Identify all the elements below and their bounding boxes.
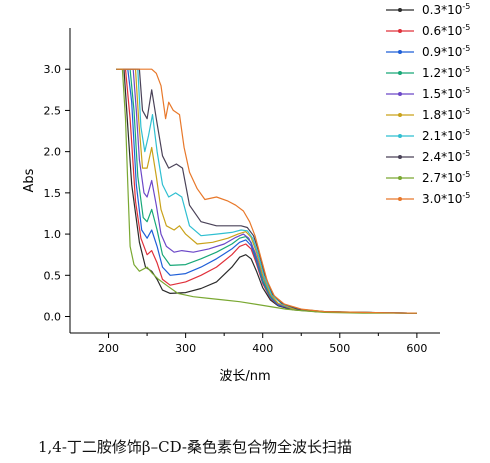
- legend-swatch-marker: [398, 197, 402, 201]
- legend-item-10: 3.0*10-5: [386, 191, 470, 206]
- legend-item-1: 0.3*10-5: [386, 2, 470, 17]
- x-tick-label: 300: [175, 342, 196, 355]
- legend-label-exponent: -5: [462, 128, 470, 137]
- legend-item-5: 1.5*10-5: [386, 86, 470, 101]
- legend-label-exponent: -5: [462, 149, 470, 158]
- series-line-8: [116, 68, 417, 314]
- series-line-9: [116, 68, 417, 314]
- legend-label: 0.6*10-5: [422, 23, 470, 38]
- legend-swatch-marker: [398, 176, 402, 180]
- legend-label-exponent: -5: [462, 107, 470, 116]
- legend-label: 0.3*10-5: [422, 2, 470, 17]
- legend-label: 2.4*10-5: [422, 149, 470, 164]
- legend-swatch-marker: [398, 71, 402, 75]
- legend-label-exponent: -5: [462, 23, 470, 32]
- series-line-7: [116, 68, 417, 314]
- legend-label-exponent: -5: [462, 44, 470, 53]
- x-tick-label: 600: [406, 342, 427, 355]
- series-line-1: [116, 68, 417, 314]
- legend-label: 1.8*10-5: [422, 107, 470, 122]
- y-tick-label: 0.5: [44, 269, 62, 282]
- legend-label-exponent: -5: [462, 191, 470, 200]
- x-axis-title: 波长/nm: [219, 369, 270, 384]
- y-tick-label: 1.5: [44, 187, 62, 200]
- axes: 200 300 400 500 600 0.0 0.5 1.0 1.5 2.0 2.5 3.0 波长/n…: [22, 28, 440, 384]
- legend-item-2: 0.6*10-5: [386, 23, 470, 38]
- legend-item-4: 1.2*10-5: [386, 65, 470, 80]
- legend-label-exponent: -5: [462, 2, 470, 11]
- legend-label-exponent: -5: [462, 86, 470, 95]
- plot-area: [116, 68, 417, 314]
- legend-label: 1.2*10-5: [422, 65, 470, 80]
- legend-label: 2.1*10-5: [422, 128, 470, 143]
- x-tick-label: 400: [252, 342, 273, 355]
- y-axis-title: Abs: [22, 168, 37, 192]
- legend-label: 2.7*10-5: [422, 170, 470, 185]
- y-tick-label: 2.0: [44, 146, 62, 159]
- figure-caption: 1,4-丁二胺修饰β–CD-桑色素包合物全波长扫描: [38, 438, 352, 456]
- legend-swatch-marker: [398, 8, 402, 12]
- x-tick-label: 200: [98, 342, 119, 355]
- legend-swatch-marker: [398, 92, 402, 96]
- legend-label: 3.0*10-5: [422, 191, 470, 206]
- legend-item-9: 2.7*10-5: [386, 170, 470, 185]
- legend-item-6: 1.8*10-5: [386, 107, 470, 122]
- series-line-6: [116, 68, 417, 314]
- y-tick-label: 0.0: [44, 311, 62, 324]
- legend-label-exponent: -5: [462, 65, 470, 74]
- legend-swatch-marker: [398, 29, 402, 33]
- series-line-10: [116, 68, 417, 314]
- series-line-3: [116, 68, 417, 314]
- x-tick-label: 500: [329, 342, 350, 355]
- legend-label: 1.5*10-5: [422, 86, 470, 101]
- y-tick-label: 3.0: [44, 63, 62, 76]
- legend-swatch-marker: [398, 134, 402, 138]
- y-tick-label: 2.5: [44, 104, 62, 117]
- legend-label-exponent: -5: [462, 170, 470, 179]
- legend-item-8: 2.4*10-5: [386, 149, 470, 164]
- y-tick-label: 1.0: [44, 228, 62, 241]
- legend-item-7: 2.1*10-5: [386, 128, 470, 143]
- legend-swatch-marker: [398, 113, 402, 117]
- legend-item-3: 0.9*10-5: [386, 44, 470, 59]
- legend-swatch-marker: [398, 50, 402, 54]
- legend: 0.3*10-5 0.6*10-5 0.9*10-5 1.2*10-5 1.5*10-5…: [386, 2, 470, 206]
- legend-swatch-marker: [398, 155, 402, 159]
- legend-label: 0.9*10-5: [422, 44, 470, 59]
